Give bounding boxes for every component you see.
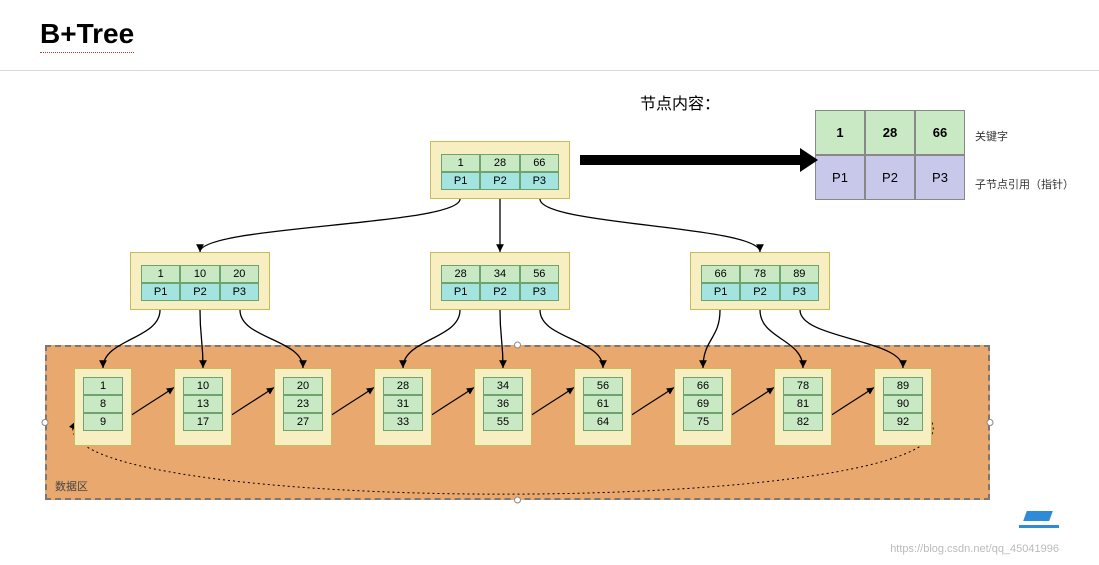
legend-key-cell: 1 (815, 110, 865, 155)
ptr-cell: P2 (740, 283, 779, 301)
leaf-cell: 17 (183, 413, 223, 431)
key-cell: 56 (520, 265, 559, 283)
ptr-cell: P2 (180, 283, 219, 301)
leaf-cell: 10 (183, 377, 223, 395)
key-cell: 28 (480, 154, 519, 172)
leaf-node: 101317 (174, 368, 232, 446)
key-cell: 66 (520, 154, 559, 172)
leaf-cell: 9 (83, 413, 123, 431)
divider (0, 70, 1099, 71)
legend-table: 12866 P1P2P3 (815, 110, 965, 200)
key-cell: 1 (141, 265, 180, 283)
legend-ptr-cell: P2 (865, 155, 915, 200)
leaf-cell: 81 (783, 395, 823, 413)
leaf-node: 202327 (274, 368, 332, 446)
leaf-cell: 69 (683, 395, 723, 413)
leaf-cell: 8 (83, 395, 123, 413)
ptr-cell: P1 (141, 283, 180, 301)
ptr-cell: P1 (701, 283, 740, 301)
leaf-cell: 82 (783, 413, 823, 431)
leaf-cell: 55 (483, 413, 523, 431)
key-cell: 10 (180, 265, 219, 283)
ptr-cell: P1 (441, 172, 480, 190)
ptr-cell: P3 (780, 283, 819, 301)
leaf-node: 343655 (474, 368, 532, 446)
ptr-cell: P2 (480, 283, 519, 301)
legend-ptr-cell: P3 (915, 155, 965, 200)
leaf-cell: 64 (583, 413, 623, 431)
logo-icon (1019, 511, 1059, 535)
leaf-node: 899092 (874, 368, 932, 446)
key-cell: 34 (480, 265, 519, 283)
internal-node: 667889 P1P2P3 (690, 252, 830, 310)
legend-ptr-cell: P1 (815, 155, 865, 200)
leaf-cell: 75 (683, 413, 723, 431)
leaf-cell: 13 (183, 395, 223, 413)
internal-node: 283456 P1P2P3 (430, 252, 570, 310)
leaf-cell: 92 (883, 413, 923, 431)
key-cell: 28 (441, 265, 480, 283)
ptr-cell: P1 (441, 283, 480, 301)
key-cell: 78 (740, 265, 779, 283)
leaf-cell: 90 (883, 395, 923, 413)
legend-ptr-label: 子节点引用（指针） (975, 176, 1074, 192)
leaf-cell: 33 (383, 413, 423, 431)
leaf-node: 666975 (674, 368, 732, 446)
leaf-cell: 23 (283, 395, 323, 413)
leaf-node: 788182 (774, 368, 832, 446)
leaf-node: 189 (74, 368, 132, 446)
leaf-cell: 34 (483, 377, 523, 395)
data-region-label: 数据区 (55, 478, 88, 494)
leaf-cell: 36 (483, 395, 523, 413)
leaf-cell: 28 (383, 377, 423, 395)
key-cell: 89 (780, 265, 819, 283)
leaf-cell: 56 (583, 377, 623, 395)
leaf-cell: 27 (283, 413, 323, 431)
key-cell: 20 (220, 265, 259, 283)
ptr-cell: P3 (220, 283, 259, 301)
leaf-node: 566164 (574, 368, 632, 446)
ptr-cell: P3 (520, 172, 559, 190)
ptr-cell: P2 (480, 172, 519, 190)
legend-key-label: 关键字 (975, 128, 1008, 144)
leaf-cell: 89 (883, 377, 923, 395)
legend-title: 节点内容： (640, 90, 720, 114)
leaf-cell: 78 (783, 377, 823, 395)
page-title: B+Tree (40, 18, 134, 53)
internal-node: 11020 P1P2P3 (130, 252, 270, 310)
root-node: 12866 P1P2P3 (430, 141, 570, 199)
legend-key-cell: 66 (915, 110, 965, 155)
leaf-cell: 66 (683, 377, 723, 395)
key-cell: 1 (441, 154, 480, 172)
leaf-node: 283133 (374, 368, 432, 446)
leaf-cell: 1 (83, 377, 123, 395)
ptr-cell: P3 (520, 283, 559, 301)
leaf-cell: 31 (383, 395, 423, 413)
legend-key-cell: 28 (865, 110, 915, 155)
leaf-cell: 61 (583, 395, 623, 413)
key-cell: 66 (701, 265, 740, 283)
leaf-cell: 20 (283, 377, 323, 395)
watermark: https://blog.csdn.net/qq_45041996 (890, 543, 1059, 555)
